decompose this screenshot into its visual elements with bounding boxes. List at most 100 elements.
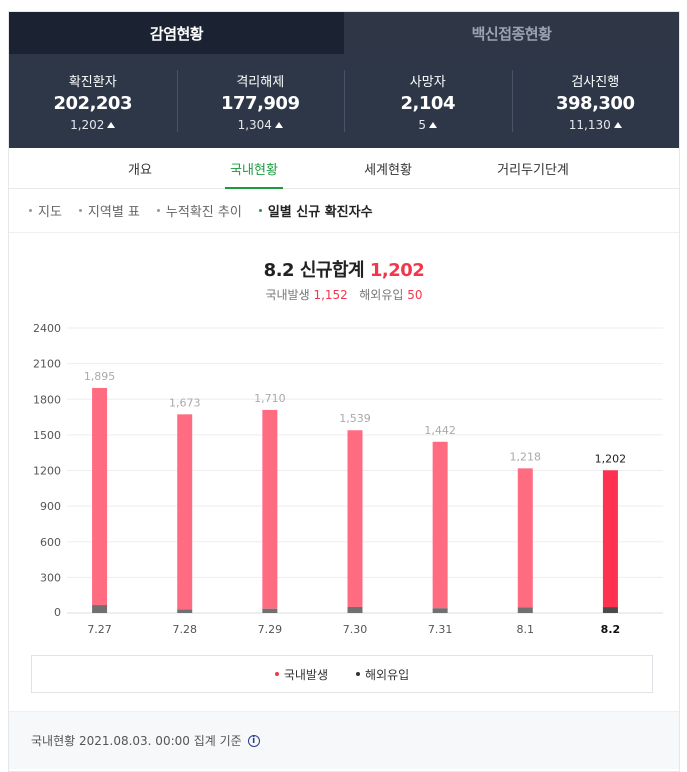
legend-overseas[interactable]: 해외유입	[356, 666, 409, 683]
tab-infection-status[interactable]: 감염현황	[9, 12, 344, 54]
subnav-overview[interactable]: 개요	[128, 162, 152, 178]
chart-title-label: 신규합계	[299, 260, 365, 281]
subnav-distancing-level[interactable]: 거리두기단계	[497, 162, 569, 178]
x-tick-label: 8.1	[517, 623, 535, 636]
option-cumulative-trend[interactable]: 누적확진 추이	[156, 201, 242, 220]
x-tick-label: 8.2	[601, 623, 621, 636]
stat-delta: 1,304	[238, 118, 283, 132]
arrow-up-icon	[613, 121, 622, 128]
bar-domestic	[92, 387, 108, 606]
sub-navigation: 개요 국내현황 세계현황 거리두기단계	[9, 148, 679, 189]
data-label: 1,895	[84, 370, 116, 383]
data-label: 1,710	[254, 392, 286, 405]
data-label: 1,539	[339, 412, 371, 425]
y-tick-label: 600	[40, 536, 61, 549]
daily-cases-chart: 0 300 600 900 1200 1500 1800 2100 2400 1,895 7.27 1…	[33, 322, 663, 636]
legend-dot-overseas	[356, 672, 360, 676]
stat-label: 격리해제	[236, 74, 285, 90]
x-tick-label: 7.31	[428, 623, 453, 636]
bar-overseas	[347, 606, 363, 613]
option-map[interactable]: 지도	[29, 201, 62, 220]
stat-delta-value: 1,304	[237, 117, 272, 132]
overseas-value: 50	[407, 288, 423, 302]
bar-overseas	[517, 607, 533, 613]
option-label: 지역별 표	[87, 205, 140, 220]
stat-value: 177,909	[221, 92, 300, 114]
stat-delta-value: 11,130	[568, 117, 611, 132]
arrow-up-icon	[107, 121, 116, 128]
option-label: 지도	[38, 205, 62, 220]
info-icon[interactable]: i	[247, 734, 260, 747]
bar-domestic	[262, 409, 278, 609]
legend-dot-domestic	[274, 672, 279, 676]
x-tick-label: 7.29	[258, 623, 283, 636]
stat-delta: 5	[418, 117, 438, 132]
stat-testing: 검사진행 398,300 11,130	[511, 70, 680, 132]
domestic-label: 국내발생	[265, 288, 310, 302]
bar-overseas	[92, 605, 108, 613]
bar-domestic	[177, 414, 193, 610]
stat-delta: 11,130	[569, 118, 622, 132]
x-tick-label: 7.30	[343, 623, 368, 636]
footer-text: 국내현황 2021.08.03. 00:00 집계 기준	[31, 734, 242, 748]
y-tick-label: 2400	[33, 322, 61, 335]
view-options: 지도 지역별 표 누적확진 추이 일별 신규 확진자수	[9, 189, 679, 233]
chart-subtitle: 국내발생 1,152 해외유입 50	[9, 286, 679, 303]
subnav-world[interactable]: 세계현황	[364, 162, 412, 178]
stat-delta-value: 5	[418, 117, 427, 132]
bullet-icon	[258, 209, 262, 212]
stat-value: 2,104	[400, 92, 456, 114]
tab-vaccination-status[interactable]: 백신접종현황	[344, 12, 679, 54]
stat-delta: 1,202	[70, 117, 116, 132]
x-tick-label: 7.28	[172, 623, 197, 636]
main-tabs: 감염현황 백신접종현황	[9, 12, 679, 54]
y-tick-label: 0	[54, 606, 61, 619]
stat-value: 202,203	[53, 92, 133, 114]
stat-label: 확진환자	[68, 74, 117, 90]
data-label: 1,442	[424, 424, 456, 437]
subnav-domestic[interactable]: 국내현황	[225, 148, 283, 189]
bullet-icon	[29, 209, 32, 212]
chart-legend: 국내발생 해외유입	[31, 655, 653, 693]
stat-delta-value: 1,202	[70, 117, 105, 132]
footer-note: 국내현황 2021.08.03. 00:00 집계 기준 i	[9, 711, 679, 769]
domestic-value: 1,152	[313, 288, 348, 302]
stat-value: 398,300	[556, 92, 635, 114]
stats-bar: 확진환자 202,203 1,202 격리해제 177,909 1,304 사망…	[9, 54, 679, 148]
legend-domestic[interactable]: 국내발생	[274, 666, 328, 683]
option-daily-new-cases[interactable]: 일별 신규 확진자수	[258, 201, 373, 220]
legend-label: 해외유입	[365, 667, 410, 682]
data-label: 1,202	[595, 452, 627, 465]
y-tick-label: 1800	[33, 393, 61, 406]
bullet-icon	[156, 209, 160, 212]
bullet-icon	[78, 209, 82, 212]
legend-label: 국내발생	[283, 667, 328, 682]
stat-label: 검사진행	[571, 74, 620, 90]
y-tick-label: 300	[40, 571, 61, 584]
stat-confirmed: 확진환자 202,203 1,202	[9, 70, 177, 132]
y-tick-label: 1500	[33, 429, 61, 442]
option-label: 누적확진 추이	[165, 205, 242, 220]
x-tick-label: 7.27	[87, 623, 112, 636]
chart-title: 8.2 신규합계 1,202	[9, 256, 679, 282]
bar-domestic	[347, 430, 363, 607]
arrow-up-icon	[429, 121, 438, 128]
arrow-up-icon	[274, 121, 283, 128]
y-tick-label: 1200	[33, 465, 61, 478]
bar-overseas	[602, 607, 618, 613]
bar-overseas	[432, 608, 448, 613]
overseas-label: 해외유입	[359, 288, 404, 302]
stat-released: 격리해제 177,909 1,304	[176, 70, 345, 132]
covid-status-panel: 감염현황 백신접종현황 확진환자 202,203 1,202 격리해제 177,…	[8, 11, 680, 772]
chart-title-total: 1,202	[369, 260, 425, 281]
option-label: 일별 신규 확진자수	[267, 205, 373, 220]
stat-label: 사망자	[409, 74, 446, 90]
data-label: 1,673	[169, 396, 201, 409]
y-tick-label: 900	[40, 500, 61, 513]
option-region-table[interactable]: 지역별 표	[78, 201, 140, 220]
bar-domestic	[602, 470, 618, 608]
bar-overseas	[262, 608, 278, 613]
stat-deaths: 사망자 2,104 5	[344, 70, 512, 132]
bar-domestic	[517, 468, 533, 608]
y-tick-label: 2100	[33, 358, 61, 371]
